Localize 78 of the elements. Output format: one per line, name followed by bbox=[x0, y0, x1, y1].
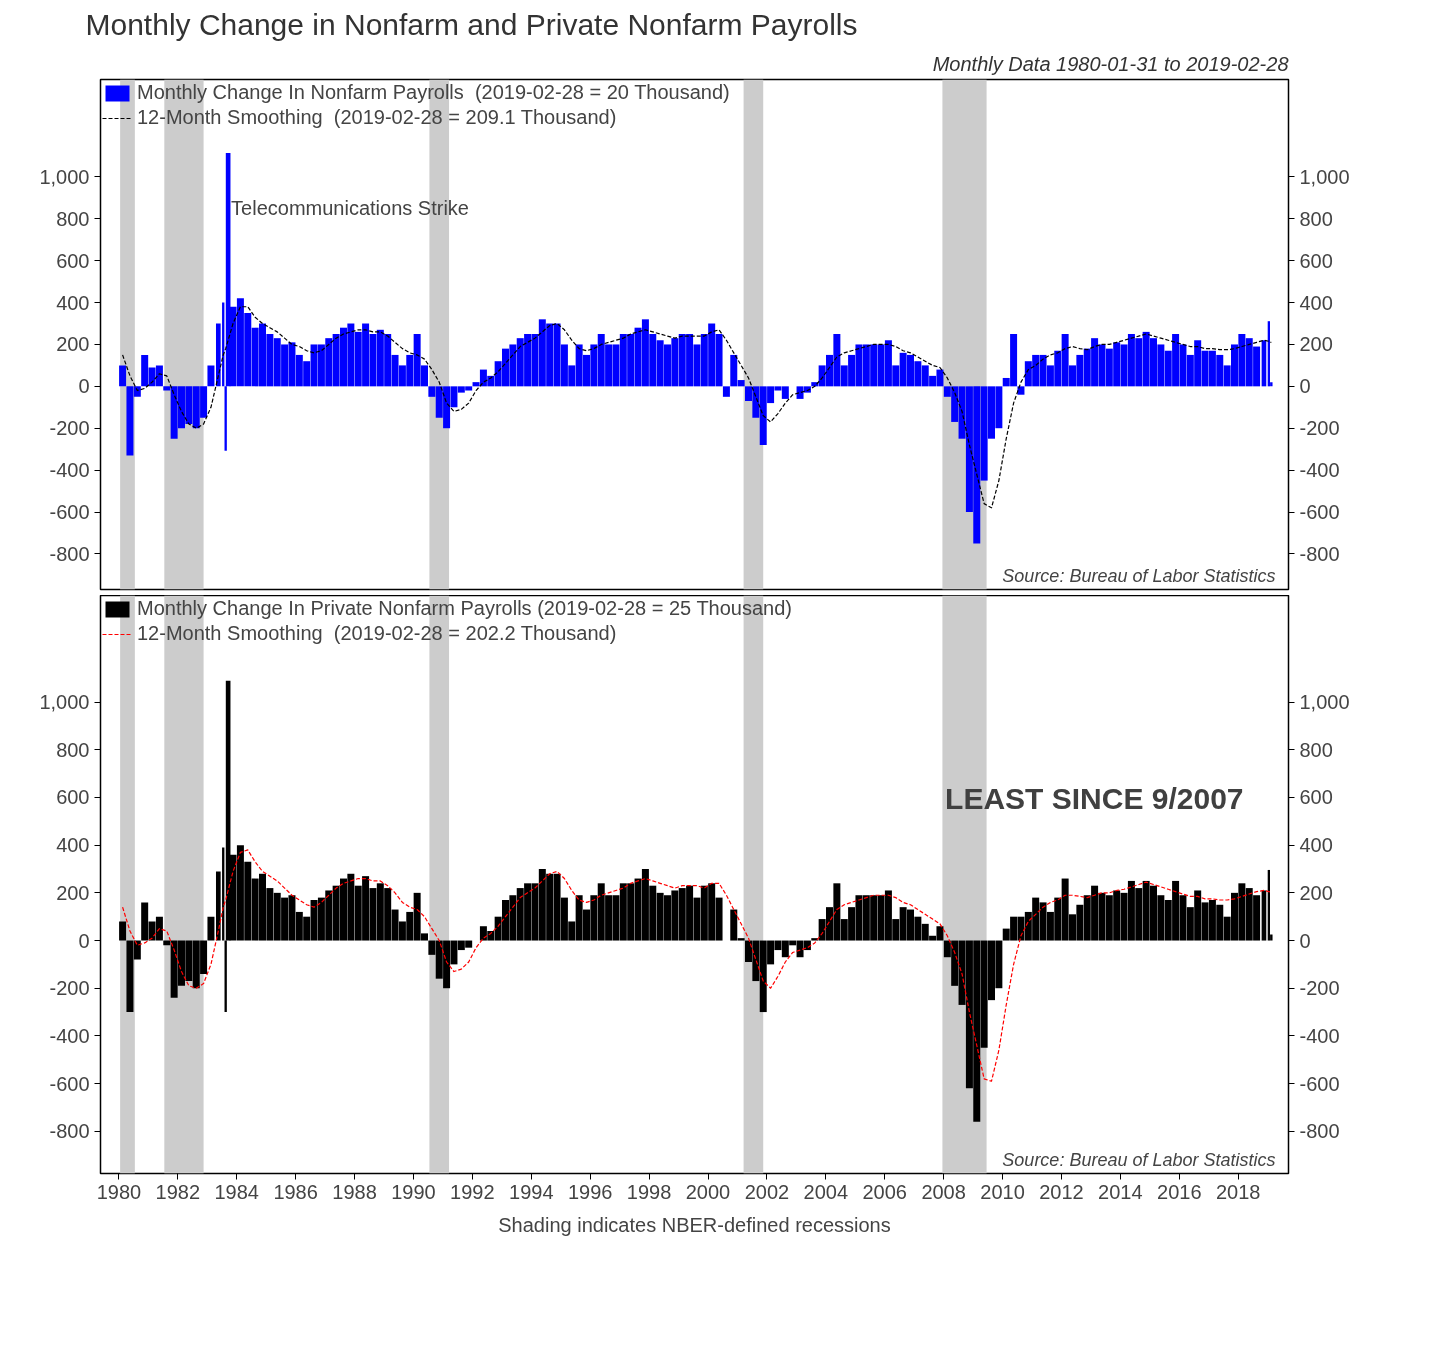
y-tick-label: 1,000 bbox=[39, 691, 90, 714]
legend-label: 12-Month Smoothing (2019-02-28 = 209.1 Thousand) bbox=[137, 106, 617, 129]
x-tick-label: 2008 bbox=[921, 1180, 966, 1203]
y2-tick-label: -800 bbox=[1299, 1120, 1340, 1143]
y2-tick-label: 600 bbox=[1299, 786, 1333, 809]
y2-tick-label: 200 bbox=[1299, 881, 1333, 904]
annotation: Source: Bureau of Labor Statistics bbox=[1002, 565, 1276, 586]
x-tick-label: 2014 bbox=[1098, 1180, 1143, 1203]
y-tick-label: 400 bbox=[56, 291, 90, 314]
bar bbox=[207, 365, 215, 387]
x-tick-label: 2002 bbox=[744, 1180, 790, 1203]
y-tick-label: -400 bbox=[49, 1024, 90, 1047]
x-tick-label: 1984 bbox=[214, 1180, 259, 1203]
x-tick-label: 2006 bbox=[862, 1180, 907, 1203]
x-tick-label: 2010 bbox=[980, 1180, 1025, 1203]
y-tick-label: -800 bbox=[49, 1120, 90, 1143]
text: Shading indicates NBER-defined recessions bbox=[498, 1213, 891, 1236]
annotation: Telecommunications Strike bbox=[231, 197, 469, 220]
y2-tick-label: 600 bbox=[1299, 249, 1333, 272]
y2-tick-label: -400 bbox=[1299, 459, 1340, 482]
bar bbox=[207, 916, 215, 941]
x-tick-label: 1980 bbox=[96, 1180, 142, 1203]
y2-tick-label: 400 bbox=[1299, 291, 1333, 314]
y-tick-label: -200 bbox=[49, 417, 90, 440]
y2-tick-label: -600 bbox=[1299, 501, 1340, 524]
y-tick-label: -600 bbox=[49, 501, 90, 524]
x-tick-label: 1994 bbox=[509, 1180, 554, 1203]
y2-tick-label: 0 bbox=[1299, 929, 1311, 952]
x-tick-label: 2016 bbox=[1157, 1180, 1202, 1203]
chart-subtitle: Monthly Data 1980-01-31 to 2019-02-28 bbox=[932, 52, 1289, 75]
y2-tick-label: 1,000 bbox=[1299, 165, 1350, 188]
y-tick-label: 800 bbox=[56, 207, 90, 230]
annotation: LEAST SINCE 9/2007 bbox=[945, 782, 1244, 816]
y2-tick-label: 0 bbox=[1299, 375, 1311, 398]
y-tick-label: 600 bbox=[56, 249, 90, 272]
x-tick-label: 1988 bbox=[332, 1180, 377, 1203]
y-tick-label: -800 bbox=[49, 542, 90, 565]
y-tick-label: -400 bbox=[49, 459, 90, 482]
x-tick-label: 1990 bbox=[391, 1180, 436, 1203]
x-tick-label: 2004 bbox=[803, 1180, 849, 1203]
x-tick-label: 2018 bbox=[1215, 1180, 1261, 1203]
y-tick-label: 800 bbox=[56, 738, 90, 761]
y2-tick-label: 200 bbox=[1299, 333, 1333, 356]
y-tick-label: 400 bbox=[56, 834, 90, 857]
y2-tick-label: -400 bbox=[1299, 1024, 1340, 1047]
y2-tick-label: -600 bbox=[1299, 1072, 1340, 1095]
legend-label: Monthly Change In Private Nonfarm Payrolls (2019-02-28 = 25 Thousand) bbox=[137, 597, 792, 620]
y-tick-label: 200 bbox=[56, 333, 90, 356]
legend-label: Monthly Change In Nonfarm Payrolls (2019-02-28 = 20 Thousand) bbox=[137, 81, 730, 104]
y-tick-label: 200 bbox=[56, 881, 90, 904]
line-series bbox=[121, 849, 1272, 1082]
y2-tick-label: 400 bbox=[1299, 834, 1333, 857]
y2-tick-label: 1,000 bbox=[1299, 691, 1350, 714]
y-tick-label: -200 bbox=[49, 977, 90, 1000]
y-tick-label: 600 bbox=[56, 786, 90, 809]
annotation: Source: Bureau of Labor Statistics bbox=[1002, 1149, 1276, 1170]
x-tick-label: 1998 bbox=[626, 1180, 672, 1203]
y2-tick-label: 800 bbox=[1299, 738, 1333, 761]
bar bbox=[119, 921, 127, 941]
legend-label: 12-Month Smoothing (2019-02-28 = 202.2 Thousand) bbox=[137, 622, 617, 645]
y2-tick-label: -200 bbox=[1299, 417, 1340, 440]
x-tick-label: 1992 bbox=[450, 1180, 495, 1203]
chart-title: Monthly Change in Nonfarm and Private Nonfarm Payrolls bbox=[85, 7, 858, 41]
x-tick-label: 1996 bbox=[567, 1180, 613, 1203]
y-tick-label: -600 bbox=[49, 1072, 90, 1095]
line-series bbox=[121, 306, 1272, 509]
bar bbox=[119, 365, 127, 387]
bar bbox=[722, 386, 730, 397]
y-tick-label: 0 bbox=[78, 375, 90, 398]
y2-tick-label: -800 bbox=[1299, 542, 1340, 565]
x-tick-label: 2012 bbox=[1039, 1180, 1084, 1203]
x-tick-label: 1982 bbox=[155, 1180, 201, 1203]
x-tick-label: 1986 bbox=[273, 1180, 318, 1203]
x-tick-label: 2000 bbox=[685, 1180, 731, 1203]
y-tick-label: 1,000 bbox=[39, 165, 90, 188]
y-tick-label: 0 bbox=[78, 929, 90, 952]
y2-tick-label: 800 bbox=[1299, 207, 1333, 230]
y2-tick-label: -200 bbox=[1299, 977, 1340, 1000]
